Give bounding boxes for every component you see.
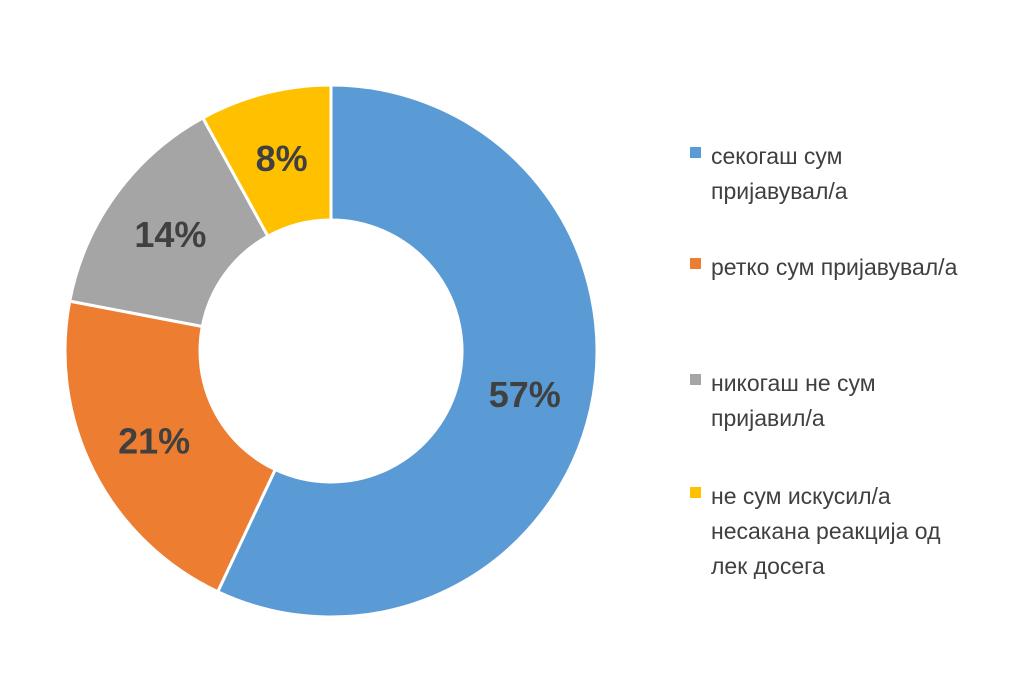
legend-item-always: секогаш сум пријавувал/а [690,139,1000,209]
legend-line: не сум искусил/а [711,483,891,509]
legend-line: никогаш не сум [711,370,876,396]
slice-rarely [63,299,278,594]
slice-no-experience-label: 8% [256,138,308,179]
legend-line: ретко сум пријавувал/а [711,254,958,280]
slice-never [67,115,270,329]
legend-swatch-no-experience [690,487,701,498]
legend-line: пријавувал/а [711,178,848,204]
legend-line: несакана реакција од [711,518,941,544]
labels-group: 57% 21% 14% 8% [118,138,561,461]
slice-no-experience [200,83,333,239]
legend-item-rarely: ретко сум пријавувал/а [690,250,1000,285]
slice-rarely-label: 21% [118,421,190,462]
legend-line: лек досега [711,553,825,579]
legend-item-no-experience: не сум искусил/а несакана реакција од ле… [690,479,1000,584]
legend-swatch-never [690,374,701,385]
slice-never-label: 14% [134,214,206,255]
legend-label-never: никогаш не сум пријавил/а [711,366,876,436]
legend-label-no-experience: не сум искусил/а несакана реакција од ле… [711,479,940,584]
legend-swatch-always [690,147,701,158]
legend-swatch-rarely [690,258,701,269]
legend-label-rarely: ретко сум пријавувал/а [711,250,957,285]
slices-group [63,83,599,619]
slice-always [215,83,599,619]
legend-line: пријавил/а [711,405,825,431]
legend-line: секогаш сум [711,143,843,169]
slice-always-label: 57% [489,374,561,415]
legend-label-always: секогаш сум пријавувал/а [711,139,848,209]
legend-item-never: никогаш не сум пријавил/а [690,366,1000,436]
